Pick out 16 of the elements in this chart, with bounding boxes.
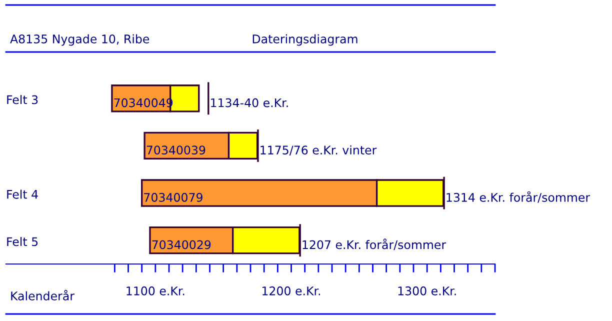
x-tick-label: 1200 e.Kr.	[262, 286, 320, 296]
annotation: 1207 e.Kr. forår/sommer	[302, 238, 446, 250]
x-axis-title: Kalenderår	[11, 290, 74, 300]
annotation: Felt 5	[7, 236, 38, 246]
y-tick-label: 70340079	[144, 192, 202, 202]
annotation: 1175/76 e.Kr. vinter	[260, 145, 377, 156]
annotation: Felt 4	[7, 190, 38, 199]
chart-title: A8135 Nygade 10, Ribe	[10, 34, 150, 46]
y-tick-label: 70340039	[146, 146, 206, 155]
chart-subtitle: Dateringsdiagram	[252, 34, 358, 46]
annotation: Felt 3	[7, 95, 38, 104]
x-tick-label: 1300 e.Kr.	[398, 286, 456, 296]
annotation: 1134-40 e.Kr.	[211, 98, 288, 108]
y-tick-label: 70340029	[152, 240, 211, 250]
x-tick-label: 1100 e.Kr.	[126, 286, 184, 296]
annotation: 1314 e.Kr. forår/sommer	[446, 191, 590, 203]
